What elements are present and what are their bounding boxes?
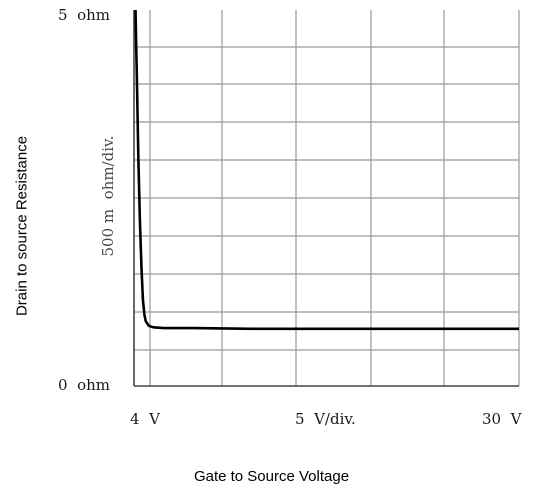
x-min-tick-label: 4 V: [130, 410, 160, 428]
x-max-tick-label: 30 V: [482, 410, 522, 428]
x-scale-per-division-label: 5 V/div.: [295, 410, 356, 428]
grid-lines: [134, 10, 520, 386]
y-max-tick-label: 5 ohm: [58, 6, 110, 24]
y-axis-label: Drain to source Resistance: [13, 135, 31, 317]
y-min-tick-label: 0 ohm: [58, 376, 110, 394]
series-line: [134, 9, 519, 331]
series-curve: [134, 9, 519, 331]
axes-frame: [133, 10, 519, 387]
x-axis-label: Gate to Source Voltage: [193, 468, 350, 485]
y-scale-per-division-label: 500 m ohm/div.: [99, 135, 117, 257]
